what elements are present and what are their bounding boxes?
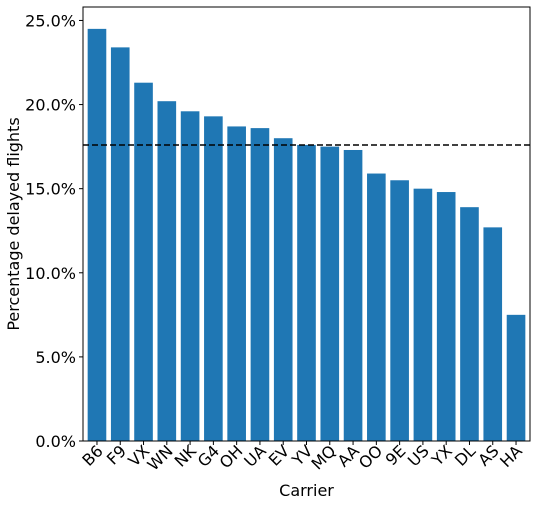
bar-wn [158,101,177,441]
bar-as [483,227,502,441]
bar-g4 [204,116,223,441]
bar-9e [390,180,409,441]
y-tick-label: 0.0% [35,432,76,451]
bar-ua [251,128,270,441]
bar-mq [320,147,339,441]
bar-b6 [88,29,107,441]
x-tick-label: HA [496,441,526,471]
y-tick-label: 20.0% [25,96,76,115]
x-axis-label: Carrier [279,481,334,500]
y-axis-label: Percentage delayed flights [4,117,23,330]
bar-ev [274,138,293,441]
bar-us [414,189,433,441]
y-tick-label: 5.0% [35,348,76,367]
bar-nk [181,111,200,441]
bar-yv [297,145,316,441]
bar-oo [367,174,386,441]
x-tick-label: OO [355,441,386,472]
bar-vx [134,83,153,441]
bar-yx [437,192,456,441]
bar-ha [507,315,526,441]
y-tick-label: 25.0% [25,11,76,30]
bar-oh [227,126,246,441]
bar-aa [344,150,363,441]
y-tick-label: 10.0% [25,264,76,283]
bar-dl [460,207,479,441]
y-tick-label: 15.0% [25,180,76,199]
bars-group [88,29,526,441]
bar-f9 [111,47,130,441]
y-axis-ticks: 0.0% 5.0% 10.0% 15.0% 20.0% 25.0% [25,11,83,451]
